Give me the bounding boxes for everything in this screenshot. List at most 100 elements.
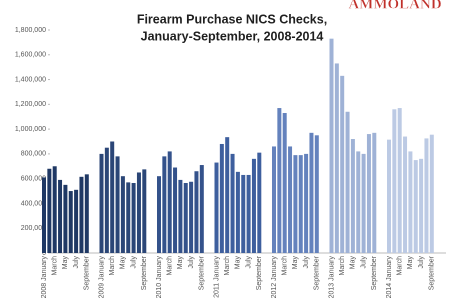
y-tick-label: 1,600,000 [15,52,46,59]
x-tick-label: March [282,256,289,276]
bar [199,165,204,253]
x-tick-label: 2013 January [328,256,335,299]
bar [361,153,366,253]
bar [68,191,73,253]
bar [126,182,131,253]
bar [272,146,276,253]
bar [63,184,68,253]
bar [120,176,125,253]
x-tick-label: 2008 January [41,256,48,299]
x-tick-label: May [177,256,184,270]
x-tick-label: September [314,255,321,290]
x-tick-label: September [199,255,206,290]
bar [392,109,397,254]
x-tick-label: July [188,256,195,269]
bar [356,151,361,253]
x-tick-label: May [350,256,357,270]
bar [74,189,79,253]
bar [214,162,219,253]
x-tick-label: 2011 January [213,256,220,298]
x-tick-label: May [62,256,69,270]
bar [115,156,120,253]
y-tick-label: 400,000 [21,200,46,207]
x-tick-label: July [303,256,310,269]
chart-subtitle: January-September, 2008-2014 [141,29,324,43]
bar [157,176,161,253]
bar [340,75,345,253]
x-tick-label: May [407,256,414,270]
bar [293,155,298,253]
bar [403,136,408,253]
bar [424,138,429,253]
bar [225,137,230,253]
y-tick-label: 200,000 [21,225,46,232]
bar [162,156,167,253]
x-tick-label: May [235,256,242,270]
x-tick-label: September [256,255,263,290]
y-tick-label: 1,000,000 [15,126,46,133]
bar [47,168,52,253]
bar [235,171,240,253]
bar [366,134,371,253]
x-tick-label: July [418,256,425,269]
bar [99,153,104,253]
bar [257,152,262,253]
x-tick-label: September [371,255,378,290]
y-tick-label: 0 [42,250,46,257]
bar [251,158,256,253]
bar [288,146,293,253]
chart-title: Firearm Purchase NICS Checks, [137,12,327,26]
x-tick-label: 2010 January [156,256,163,299]
bar [167,151,172,253]
x-tick-label: March [339,256,346,276]
watermark-logo: AMMOLAND [348,0,441,12]
x-tick-label: July [360,256,367,269]
y-tick-label: 1,800,000 [15,27,46,34]
x-tick-label: May [292,256,299,270]
x-tick-label: March [109,256,116,276]
bar [277,108,282,253]
bar [387,139,391,253]
bar [329,38,334,253]
x-tick-label: 2012 January [271,256,278,299]
bar [194,171,199,253]
bar [79,176,84,253]
bar [189,181,194,253]
bar [52,166,57,253]
bar [350,139,355,253]
bar [42,177,46,253]
y-tick-label: 800,000 [21,151,46,158]
bar [419,158,424,253]
bar [345,111,350,254]
x-tick-label: May [120,256,127,270]
bar [136,172,141,253]
bar [219,143,224,253]
x-tick-label: March [52,256,59,276]
bar [131,183,136,253]
x-tick-label: September [429,255,436,290]
x-tick-label: 2014 January [386,256,393,299]
x-tick-label: September [84,255,91,290]
bar [334,63,339,254]
bar [142,169,147,253]
x-tick-label: March [397,256,404,276]
y-tick-label: 1,400,000 [15,76,46,83]
x-tick-label: July [245,256,252,269]
bar [110,141,115,253]
bar [173,167,178,253]
bar [413,160,418,253]
x-tick-label: July [130,256,137,269]
bar [408,151,413,253]
x-tick-label: 2009 January [98,256,105,299]
bar [397,108,402,253]
bar [282,113,287,253]
bar [178,179,183,253]
y-tick-label: 1,200,000 [15,101,46,108]
bar [298,155,303,253]
x-tick-label: March [224,256,231,276]
bar [58,179,63,253]
bar [183,183,188,253]
bar [372,132,377,253]
x-tick-label: September [141,255,148,290]
